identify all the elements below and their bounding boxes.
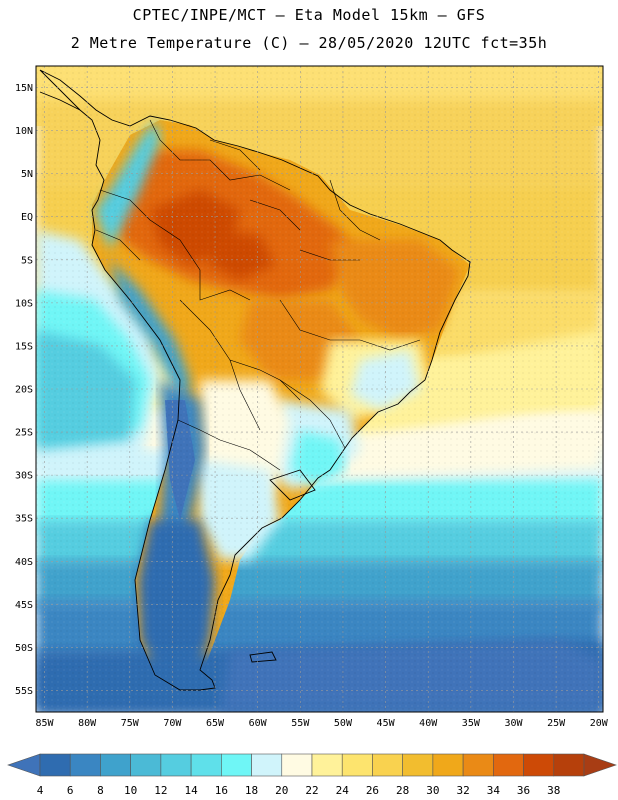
- colorbar-label: 28: [396, 784, 409, 797]
- colorbar-swatch: [221, 753, 252, 777]
- lat-tick-label: 40S: [15, 557, 33, 568]
- colorbar-label: 32: [456, 784, 469, 797]
- lon-tick-label: 60W: [249, 718, 268, 729]
- lon-tick-label: 50W: [334, 718, 353, 729]
- colorbar-swatch: [251, 753, 283, 777]
- colorbar-swatch: [100, 753, 131, 777]
- colorbar-label: 24: [336, 784, 350, 797]
- title-line-1: CPTEC/INPE/MCT – Eta Model 15km – GFS: [132, 6, 486, 24]
- colorbar-label: 6: [67, 784, 74, 797]
- lat-tick-label: 25S: [15, 428, 33, 439]
- map-frame: [35, 65, 604, 713]
- lon-tick-label: 35W: [462, 718, 481, 729]
- colorbar-swatch: [341, 753, 373, 777]
- lon-tick-label: 30W: [504, 718, 523, 729]
- colorbar-arrow-low: [7, 753, 41, 777]
- lat-tick-label: 45S: [15, 600, 33, 611]
- colorbar-swatch: [39, 753, 71, 777]
- longitude-labels: 85W 80W 75W 70W 65W 60W 55W 50W 45W 40W 35W 30W 25W 2…: [35, 718, 608, 729]
- lon-tick-label: 75W: [121, 718, 140, 729]
- lat-tick-label: 15S: [15, 341, 33, 352]
- colorbar-label: 18: [245, 784, 258, 797]
- colorbar-label: 36: [517, 784, 530, 797]
- lon-tick-label: 25W: [547, 718, 566, 729]
- lat-tick-label: 5N: [21, 169, 33, 180]
- lon-tick-label: 55W: [291, 718, 310, 729]
- colorbar-arrow-high: [583, 753, 617, 777]
- country-borders: [95, 119, 421, 471]
- colorbar-swatch: [462, 753, 494, 777]
- colorbar-swatch: [69, 753, 101, 777]
- colorbar-swatch: [190, 753, 222, 777]
- colorbar-swatch: [493, 753, 524, 777]
- colorbar: 4 6 8 10 12 14 16 18 20 22 24 26 28 30 32 34 36 38: [7, 753, 617, 797]
- lon-tick-label: 85W: [35, 718, 54, 729]
- latitude-labels: 15N 10N 5N EQ 5S 10S 15S 20S 25S 30S 35S 40S 45S 50S 5…: [15, 83, 33, 697]
- colorbar-label: 12: [154, 784, 167, 797]
- colorbar-swatch: [553, 753, 585, 777]
- colorbar-label: 30: [426, 784, 439, 797]
- colorbar-swatch: [130, 753, 162, 777]
- colorbar-label: 10: [124, 784, 137, 797]
- lon-tick-label: 80W: [78, 718, 97, 729]
- colorbar-label: 38: [547, 784, 560, 797]
- colorbar-swatch: [160, 753, 192, 777]
- lat-tick-label: EQ: [21, 212, 33, 223]
- colorbar-swatch: [432, 753, 464, 777]
- colorbar-label: 8: [97, 784, 104, 797]
- colorbar-swatch: [311, 753, 343, 777]
- lon-tick-label: 20W: [590, 718, 609, 729]
- lat-tick-label: 5S: [21, 255, 33, 266]
- lat-tick-label: 20S: [15, 385, 33, 396]
- colorbar-label: 4: [37, 784, 44, 797]
- colorbar-swatch: [523, 753, 555, 777]
- colorbar-swatch: [281, 753, 313, 777]
- temperature-field: [36, 66, 603, 712]
- lon-tick-label: 65W: [206, 718, 225, 729]
- colorbar-label: 22: [305, 784, 318, 797]
- colorbar-swatch: [402, 753, 434, 777]
- lat-tick-label: 55S: [15, 686, 33, 697]
- lon-tick-label: 45W: [377, 718, 396, 729]
- lon-tick-label: 40W: [419, 718, 438, 729]
- lat-tick-label: 15N: [15, 83, 33, 94]
- colorbar-label: 16: [215, 784, 228, 797]
- lat-tick-label: 35S: [15, 514, 33, 525]
- lat-tick-label: 10S: [15, 298, 33, 309]
- colorbar-label: 26: [366, 784, 379, 797]
- lat-tick-label: 30S: [15, 471, 33, 482]
- lat-tick-label: 50S: [15, 643, 33, 654]
- colorbar-label: 34: [487, 784, 501, 797]
- colorbar-label: 20: [275, 784, 288, 797]
- coastlines: [39, 69, 471, 691]
- lat-tick-label: 10N: [15, 126, 33, 137]
- lon-tick-label: 70W: [163, 718, 182, 729]
- title-line-2: 2 Metre Temperature (C) – 28/05/2020 12U…: [70, 34, 548, 52]
- colorbar-swatch: [372, 753, 403, 777]
- colorbar-label: 14: [184, 784, 198, 797]
